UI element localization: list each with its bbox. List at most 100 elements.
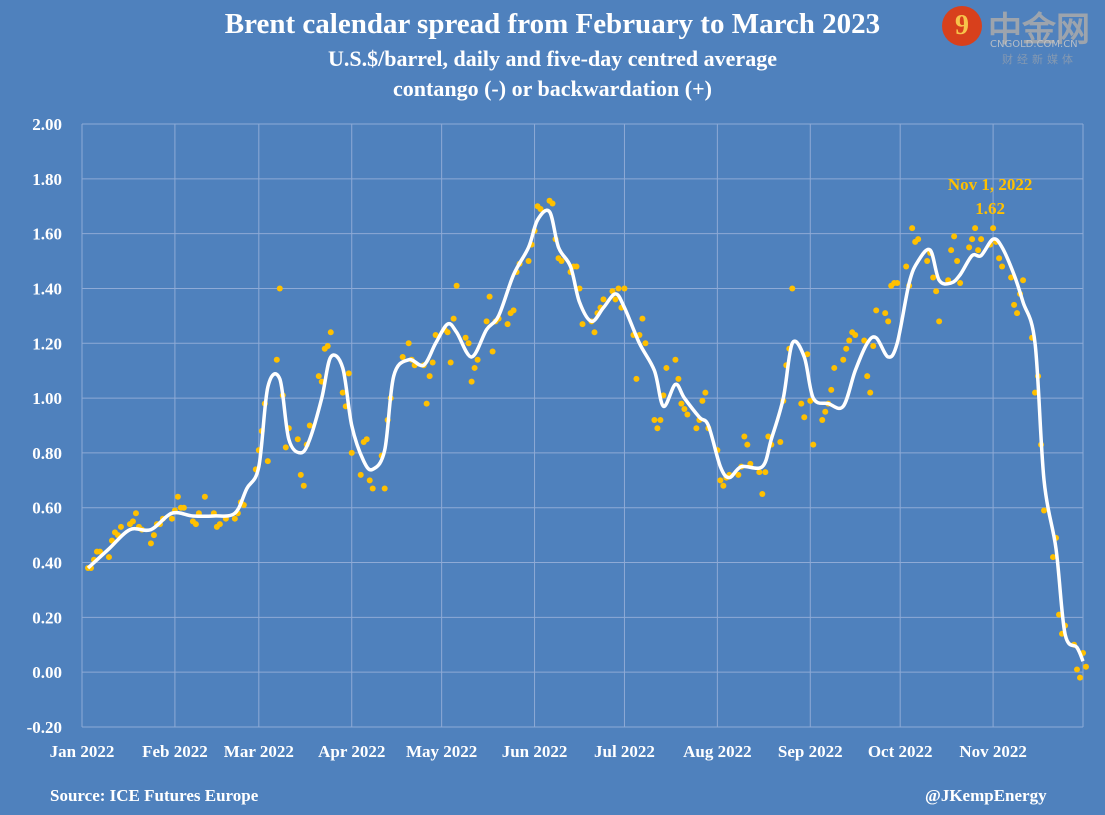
daily-point (936, 318, 943, 325)
y-tick-label: 0.80 (32, 444, 62, 463)
daily-point (807, 397, 814, 404)
daily-point (147, 540, 154, 547)
daily-point (486, 293, 493, 300)
x-tick-label: Jun 2022 (502, 742, 568, 761)
daily-point (894, 279, 901, 286)
daily-point (1020, 277, 1027, 284)
daily-point (615, 285, 622, 292)
daily-point (447, 359, 454, 366)
watermark-text: 中金网 (988, 10, 1090, 50)
daily-point (915, 236, 922, 243)
daily-point (642, 340, 649, 347)
daily-point (621, 285, 628, 292)
daily-point (948, 247, 955, 254)
daily-point (873, 307, 880, 314)
x-tick-label: Aug 2022 (683, 742, 751, 761)
daily-point (1008, 274, 1015, 281)
daily-point (549, 200, 556, 207)
daily-point (1050, 554, 1057, 561)
daily-point (381, 485, 388, 492)
daily-point (756, 469, 763, 476)
daily-point (801, 414, 808, 421)
daily-point (132, 510, 139, 517)
daily-point (1032, 389, 1039, 396)
x-tick-label: May 2022 (406, 742, 477, 761)
daily-point (504, 321, 511, 328)
source-note: Source: ICE Futures Europe (50, 786, 259, 805)
daily-point (735, 471, 742, 478)
daily-point (831, 364, 838, 371)
daily-point (426, 373, 433, 380)
watermark: 9 中金网 CNGOLD.COM.CN 财经新媒体 (942, 2, 1102, 66)
daily-point (882, 310, 889, 317)
daily-point (720, 482, 727, 489)
daily-point (870, 343, 877, 350)
daily-point (348, 449, 355, 456)
daily-point (765, 433, 772, 440)
annotation-value: 1.62 (975, 199, 1005, 218)
daily-point (975, 247, 982, 254)
daily-point (903, 263, 910, 270)
daily-point (684, 411, 691, 418)
daily-point (462, 334, 469, 341)
daily-point (819, 417, 826, 424)
daily-point (264, 458, 271, 465)
daily-point (465, 340, 472, 347)
daily-point (363, 436, 370, 443)
daily-point (828, 386, 835, 393)
daily-point (345, 370, 352, 377)
daily-point (822, 408, 829, 415)
author-credit: @JKempEnergy (925, 786, 1047, 805)
daily-point (429, 359, 436, 366)
daily-point (930, 274, 937, 281)
daily-point (168, 515, 175, 522)
daily-point (96, 548, 103, 555)
y-tick-label: 1.60 (32, 225, 62, 244)
daily-point (579, 321, 586, 328)
chart-subtitle: U.S.$/barrel, daily and five-day centred… (328, 46, 777, 71)
daily-point (846, 337, 853, 344)
watermark-tagline: 财经新媒体 (1002, 53, 1077, 66)
daily-point (672, 356, 679, 363)
x-tick-label: Mar 2022 (224, 742, 294, 761)
y-tick-label: 1.80 (32, 170, 62, 189)
watermark-logo-icon: 9 (942, 6, 982, 46)
daily-point (468, 378, 475, 385)
daily-point (663, 364, 670, 371)
daily-point (969, 236, 976, 243)
daily-point (483, 318, 490, 325)
daily-point (924, 258, 931, 265)
daily-point (867, 389, 874, 396)
x-tick-label: Nov 2022 (959, 742, 1027, 761)
daily-point (978, 236, 985, 243)
daily-point (273, 356, 280, 363)
daily-point (777, 438, 784, 445)
daily-point (798, 400, 805, 407)
daily-point (471, 364, 478, 371)
daily-point (201, 493, 208, 500)
daily-point (117, 523, 124, 530)
daily-point (192, 521, 199, 528)
daily-point (702, 389, 709, 396)
y-tick-label: 1.20 (32, 334, 62, 353)
y-tick-label: 0.60 (32, 499, 62, 518)
daily-point (405, 340, 412, 347)
daily-point (678, 400, 685, 407)
daily-point (327, 329, 334, 336)
daily-point (612, 296, 619, 303)
daily-point (366, 477, 373, 484)
daily-point (762, 469, 769, 476)
daily-point (324, 343, 331, 350)
daily-point (1011, 301, 1018, 308)
daily-point (1014, 310, 1021, 317)
daily-point (537, 205, 544, 212)
chart-title: Brent calendar spread from February to M… (224, 8, 881, 40)
daily-point (174, 493, 181, 500)
y-tick-label: 1.00 (32, 389, 62, 408)
daily-point (423, 400, 430, 407)
daily-point (591, 329, 598, 336)
x-tick-label: Jul 2022 (594, 742, 655, 761)
daily-point (675, 375, 682, 382)
daily-point (216, 521, 223, 528)
daily-point (129, 518, 136, 525)
